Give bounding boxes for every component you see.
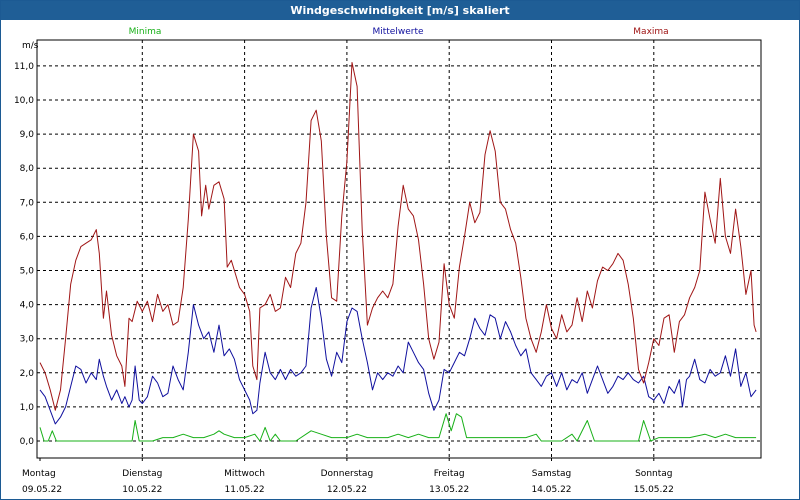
y-tick-label: 11,0: [14, 62, 34, 72]
y-tick-label: 2,0: [20, 369, 35, 379]
y-tick-label: 10,0: [14, 96, 34, 106]
series-line-maxima: [39, 62, 757, 411]
y-tick-label: 9,0: [20, 130, 35, 140]
y-tick-label: 4,0: [20, 301, 35, 311]
series-line-minima: [39, 413, 757, 442]
gridlines: [37, 40, 761, 458]
y-tick-label: 6,0: [20, 232, 35, 242]
series-line-mittelwerte: [39, 287, 757, 425]
chart-title: Windgeschwindigkeit [m/s] skaliert: [1, 1, 799, 20]
legend: Minima Mittelwerte Maxima: [129, 27, 669, 37]
x-tick-label-date: 09.05.22: [22, 485, 62, 495]
x-tick-label-date: 11.05.22: [225, 485, 265, 495]
y-tick-label: 1,0: [20, 403, 35, 413]
x-tick-labels: Montag 09.05.22 Dienstag 10.05.22 Mittwoch 11…: [22, 458, 674, 495]
x-tick-label-day: Donnerstag: [321, 469, 374, 479]
series-lines: [39, 62, 757, 442]
legend-mittelwerte: Mittelwerte: [372, 27, 423, 37]
legend-minima: Minima: [129, 27, 162, 37]
y-axis-unit: m/s: [22, 41, 39, 51]
x-tick-label-day: Freitag: [434, 469, 465, 479]
x-tick-label-date: 15.05.22: [634, 485, 674, 495]
x-tick-label-day: Dienstag: [122, 469, 162, 479]
y-tick-label: 8,0: [20, 164, 35, 174]
plot-frame: [36, 39, 762, 459]
y-tick-label: 7,0: [20, 198, 35, 208]
x-tick-label-date: 13.05.22: [429, 485, 469, 495]
x-tick-label-date: 12.05.22: [327, 485, 367, 495]
y-tick-labels: 0,0 1,0 2,0 3,0 4,0 5,0 6,0 7,0 8,0 9,0 10,0 11,0: [14, 62, 34, 447]
legend-maxima: Maxima: [633, 27, 668, 37]
x-tick-label-date: 14.05.22: [531, 485, 571, 495]
y-tick-label: 3,0: [20, 335, 35, 345]
x-tick-label-day: Sonntag: [635, 469, 672, 479]
x-tick-label-date: 10.05.22: [122, 485, 162, 495]
x-tick-label-day: Montag: [22, 469, 56, 479]
y-tick-label: 0,0: [20, 437, 35, 447]
x-tick-label-day: Mittwoch: [224, 469, 265, 479]
x-tick-label-day: Samstag: [532, 469, 571, 479]
y-tick-label: 5,0: [20, 267, 35, 277]
